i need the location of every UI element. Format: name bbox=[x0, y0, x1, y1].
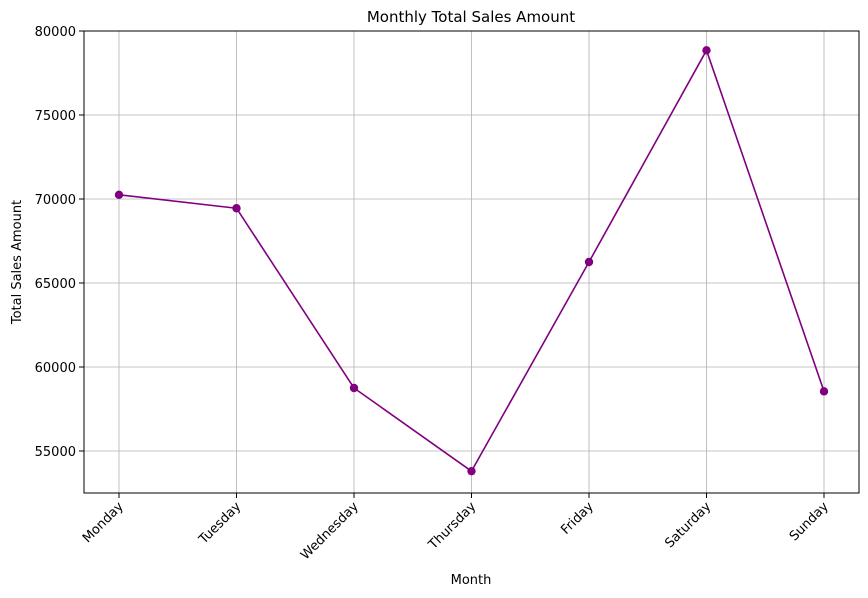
data-point-monday bbox=[114, 190, 124, 199]
x-tick-label: Thursday bbox=[425, 499, 479, 553]
x-tick-label: Sunday bbox=[787, 499, 832, 544]
data-point-sunday bbox=[819, 387, 829, 396]
y-tick-label: 75000 bbox=[35, 109, 76, 124]
x-axis-label: Month bbox=[451, 573, 492, 588]
y-tick-label: 65000 bbox=[35, 277, 76, 292]
x-tick-label: Wednesday bbox=[298, 499, 362, 563]
data-point-saturday bbox=[702, 46, 711, 55]
y-tick-label: 80000 bbox=[35, 25, 76, 40]
data-point-friday bbox=[584, 257, 594, 267]
x-tick-label: Friday bbox=[558, 499, 597, 538]
y-tick-label: 70000 bbox=[35, 193, 76, 208]
x-tick-label: Monday bbox=[80, 499, 127, 546]
y-tick-label: 60000 bbox=[35, 361, 76, 376]
y-tick-label: 55000 bbox=[35, 445, 76, 460]
x-tick-label: Tuesday bbox=[196, 499, 245, 548]
chart-title: Monthly Total Sales Amount bbox=[367, 8, 575, 26]
data-point-wednesday bbox=[349, 383, 359, 393]
y-axis-label: Total Sales Amount bbox=[10, 200, 25, 325]
tick-layer: Monday Tuesday Wednesday Thursday Friday Satu… bbox=[35, 25, 832, 563]
x-tick-label: Saturday bbox=[662, 499, 714, 551]
grid-layer bbox=[84, 30, 859, 493]
series-layer bbox=[114, 46, 829, 476]
data-point-tuesday bbox=[232, 204, 241, 213]
data-point-thursday bbox=[467, 466, 476, 476]
